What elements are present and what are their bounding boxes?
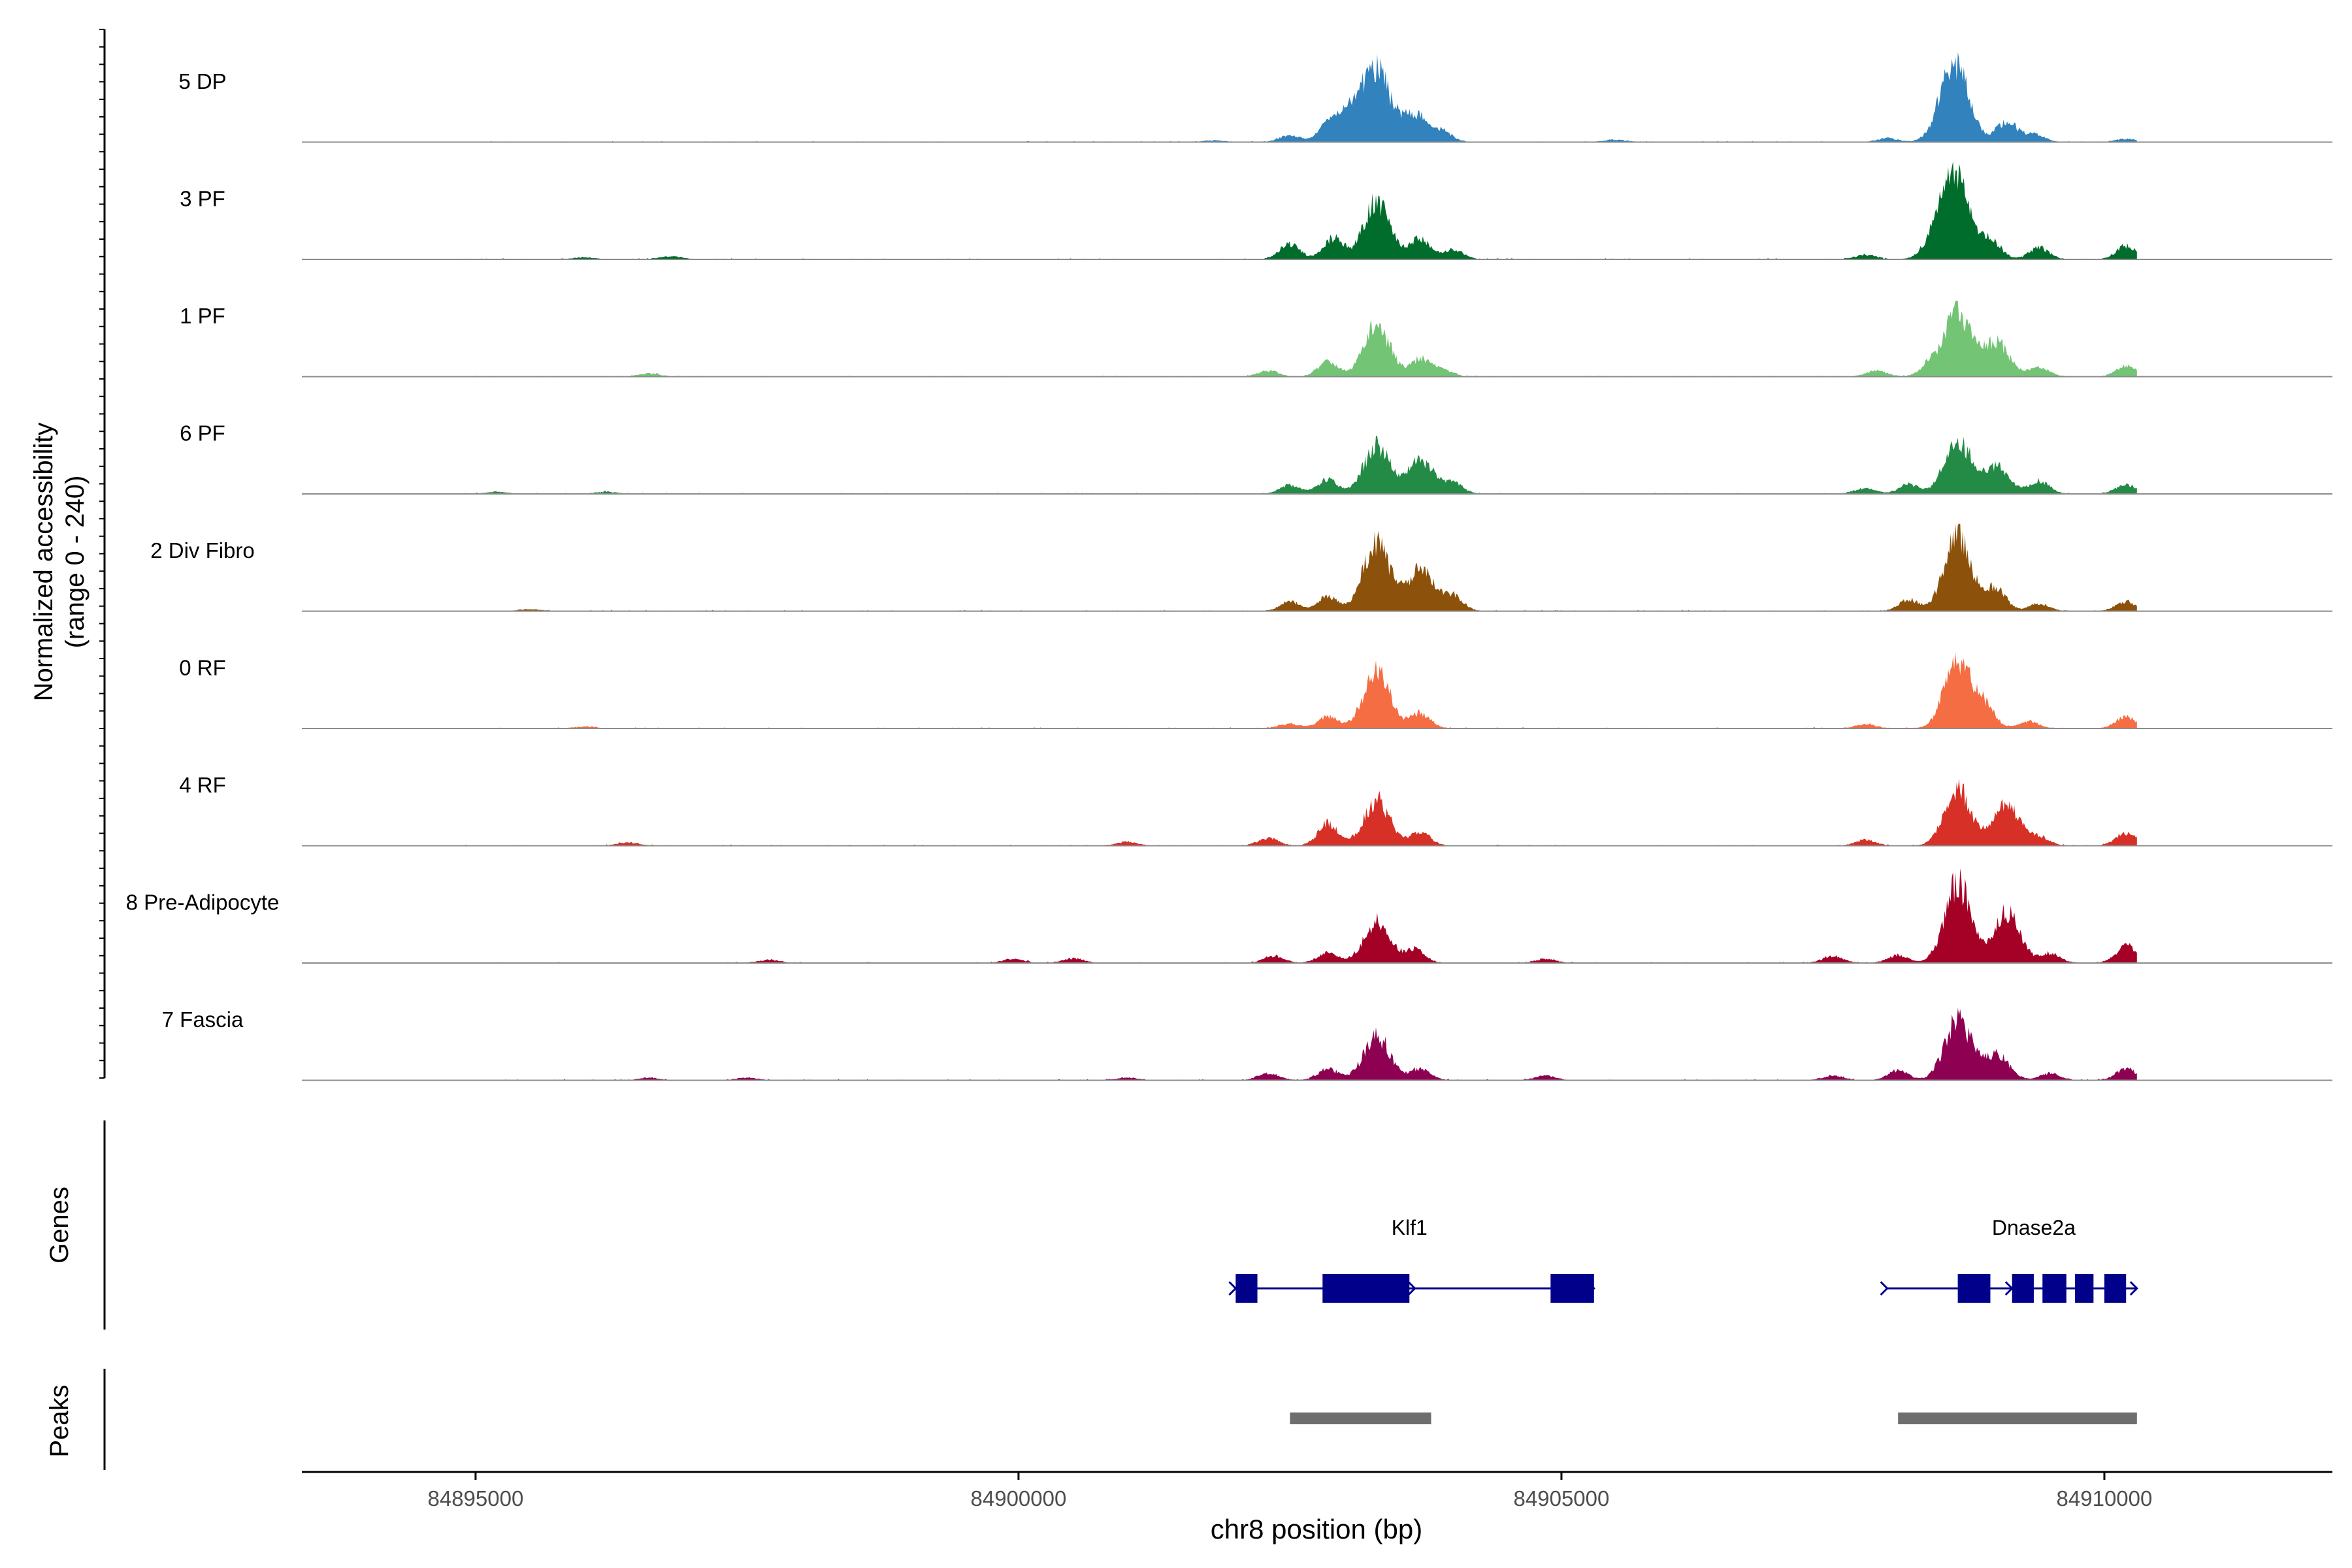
strand-arrow [1880, 1281, 1889, 1296]
gene-exon [1957, 1274, 1991, 1303]
track-label: 5 DP [178, 69, 226, 93]
strand-arrow [2129, 1281, 2138, 1296]
track-label: 1 PF [180, 304, 225, 328]
peak-region-bar [1290, 1413, 1431, 1424]
track-coverage-area [453, 436, 2137, 494]
genes-panel-label: Genes [45, 1186, 74, 1264]
peak-region-bar [1898, 1413, 2137, 1424]
track-label: 2 Div Fibro [150, 538, 255, 563]
track-label: 7 Fascia [162, 1007, 244, 1032]
gene-name-label: Dnase2a [1992, 1216, 2076, 1239]
strand-arrow [1407, 1281, 1416, 1296]
track-coverage-area [453, 161, 2137, 259]
gene-annotation-panel: Klf1 Dnase2a [103, 1120, 2138, 1330]
y-axis [99, 29, 106, 1079]
track: 5 DP [178, 52, 2332, 143]
track-coverage-area [453, 523, 2137, 612]
track-label: 3 PF [180, 186, 225, 210]
coverage-tracks: 5 DP 3 PF 1 PF 6 PF 2 Div Fibro 0 RF 4 RF 8 Pre… [126, 52, 2332, 1081]
gene-exon [2042, 1274, 2066, 1303]
x-axis-tick-label: 84900000 [971, 1486, 1067, 1511]
gene-exon [2075, 1274, 2094, 1303]
track-label: 4 RF [179, 773, 226, 797]
track-label: 6 PF [180, 421, 225, 445]
track: 2 Div Fibro [150, 523, 2332, 612]
gene-exon [1235, 1274, 1258, 1303]
gene-exon [2012, 1274, 2034, 1303]
x-axis-title: chr8 position (bp) [1211, 1514, 1423, 1544]
track-coverage-area [453, 778, 2137, 846]
gene-model: Klf1 [1228, 1216, 1595, 1303]
peaks-panel [103, 1369, 2137, 1470]
track: 7 Fascia [162, 1007, 2332, 1081]
y-axis-title-line1: Normalized accessibility [29, 423, 58, 702]
track: 6 PF [180, 421, 2332, 495]
track-coverage-area [453, 1007, 2137, 1081]
gene-exon [2104, 1274, 2127, 1303]
track-coverage-area [453, 868, 2137, 963]
track: 3 PF [180, 161, 2332, 260]
peaks-panel-label: Peaks [45, 1384, 74, 1457]
gene-name-label: Klf1 [1392, 1216, 1428, 1239]
gene-exon [1322, 1274, 1410, 1303]
x-axis-tick-label: 84895000 [428, 1486, 524, 1511]
track-label: 8 Pre-Adipocyte [126, 890, 280, 914]
gene-exon [1550, 1274, 1594, 1303]
track: 8 Pre-Adipocyte [126, 868, 2332, 964]
track-coverage-area [453, 301, 2137, 377]
x-axis-tick-label: 84910000 [2057, 1486, 2153, 1511]
track: 0 RF [179, 652, 2332, 729]
track-coverage-area [453, 652, 2137, 728]
track: 1 PF [180, 301, 2332, 378]
track: 4 RF [179, 773, 2332, 847]
track-coverage-area [453, 52, 2137, 142]
gene-model: Dnase2a [1880, 1216, 2138, 1303]
x-axis: 84895000 84900000 84905000 84910000 [302, 1471, 2332, 1511]
y-axis-title-line2: (range 0 - 240) [61, 476, 90, 649]
strand-arrow [2004, 1281, 2014, 1296]
x-axis-tick-label: 84905000 [1514, 1486, 1610, 1511]
track-label: 0 RF [179, 655, 226, 679]
strand-arrow [1228, 1281, 1237, 1296]
